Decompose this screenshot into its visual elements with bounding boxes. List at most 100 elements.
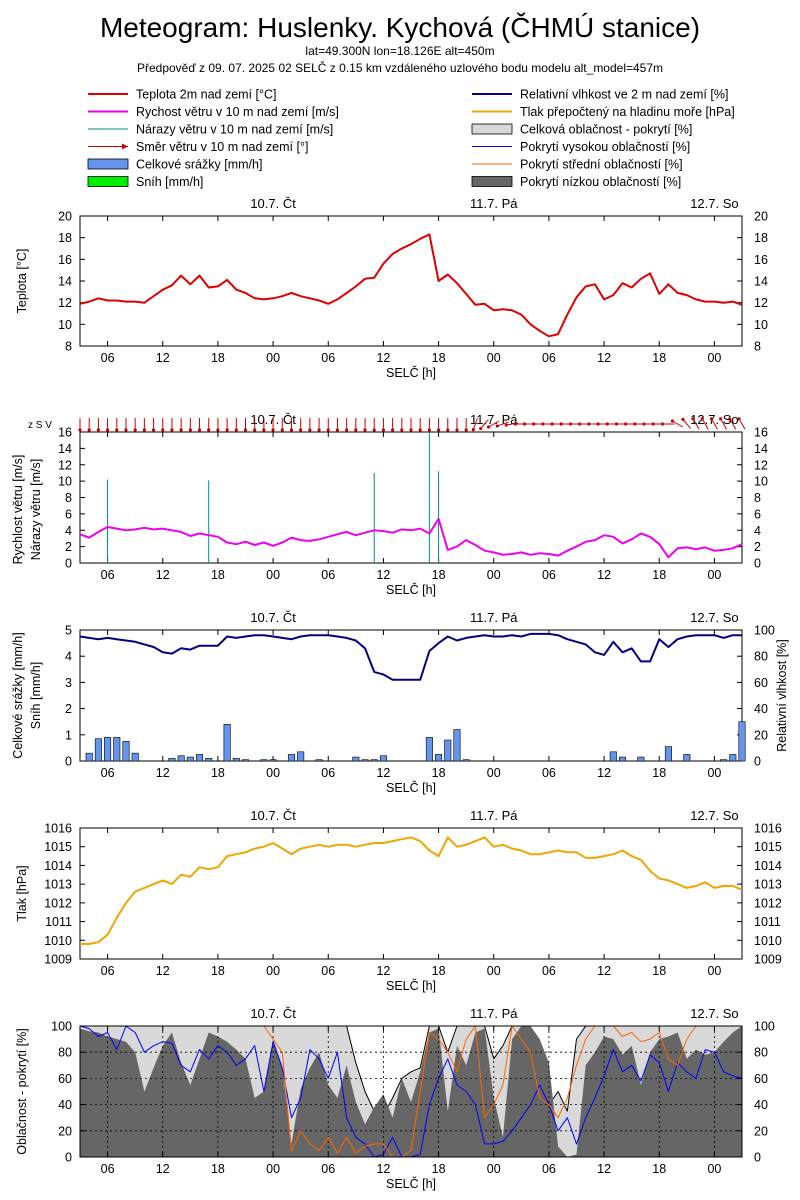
wind-dir-arrowhead-24: [299, 428, 303, 432]
panel-3-xtick-label-0: 06: [101, 964, 115, 978]
humidity-line: [79, 632, 742, 681]
panel-3-xtick-label-9: 12: [597, 964, 611, 978]
panel-0-day-0: 10.7. Čt: [250, 196, 296, 211]
legend-left-1-label: Rychost větru v 10 m nad zemí [m/s]: [136, 105, 339, 119]
wind-dir-arrowhead-58: [605, 422, 609, 426]
forecast-line: Předpověď z 09. 07. 2025 02 SELČ z 0.15 …: [136, 61, 664, 75]
panel-4-ytick-r-label-5: 100: [754, 1020, 775, 1034]
legend-right-0-label: Relativní vlhkost ve 2 m nad zemí [%]: [520, 88, 728, 102]
wind-dir-arrowhead-28: [335, 428, 340, 432]
panel-2-xtick-label-5: 12: [376, 766, 390, 780]
wind-dir-arrow-67: [692, 418, 700, 430]
panel-1-xlabel: SELČ [h]: [386, 582, 436, 597]
panel-0-xlabel: SELČ [h]: [386, 365, 436, 380]
wind-dir-arrowhead-62: [642, 422, 646, 426]
panel-0-ytick-label-1: 10: [58, 318, 72, 332]
panel-0-xtick-label-8: 06: [542, 351, 556, 365]
panel-0-ytick-r-label-6: 20: [754, 210, 768, 224]
panel-4-xtick-label-6: 18: [432, 1162, 446, 1176]
panel-4-day-0: 10.7. Čt: [250, 1006, 296, 1021]
panel-3-day-1: 11.7. Pá: [470, 808, 518, 823]
precip-bar-34: [729, 754, 737, 762]
panel-3-ylabel: Tlak [hPa]: [15, 865, 29, 921]
panel-4-xtick-label-7: 00: [487, 1162, 501, 1176]
panel-3-xtick-label-8: 06: [542, 964, 556, 978]
wind-dir-arrowhead-14: [207, 428, 211, 432]
panel-1-ytick-label-3: 6: [65, 507, 72, 521]
panel-1-xtick-label-2: 18: [211, 568, 225, 582]
wind-dir-arrowhead-59: [614, 422, 619, 426]
panel-2-xtick-label-0: 06: [101, 766, 115, 780]
precip-bar-29: [618, 756, 626, 762]
panel-3-xtick-label-1: 12: [156, 964, 170, 978]
legend-right-4-label: Pokrytí střední oblačností [%]: [520, 158, 683, 172]
panel-1-ytick-r-label-5: 10: [754, 475, 768, 489]
legend-left-4-label: Celkové srážky [mm/h]: [136, 158, 262, 172]
panel-2-ytick-r-label-3: 60: [754, 676, 768, 690]
wind-dir-arrowhead-56: [587, 422, 591, 426]
panel-4-ytick-r-label-2: 40: [754, 1098, 768, 1112]
precip-bar-14: [260, 759, 268, 762]
wind-dir-arrowhead-37: [418, 428, 422, 432]
panel-1-xtick-label-8: 06: [542, 568, 556, 582]
panel-3-day-0: 10.7. Čt: [250, 808, 296, 823]
precip-bar-23: [425, 737, 433, 762]
panel-1-ytick-r-label-1: 2: [754, 540, 761, 554]
wind-dir-arrowhead-55: [578, 422, 582, 426]
panel-0-xtick-label-5: 12: [376, 351, 390, 365]
panel-2-xtick-label-4: 06: [321, 766, 335, 780]
wind-dir-arrowhead-15: [216, 428, 220, 432]
precip-bar-18: [315, 759, 323, 762]
panel-0-xtick-label-7: 00: [487, 351, 501, 365]
legend-left-5-label: Sníh [mm/h]: [136, 175, 203, 189]
precip-bar-31: [664, 746, 672, 762]
panel-3-xtick-label-10: 18: [652, 964, 666, 978]
panel-0-day-1: 11.7. Pá: [470, 196, 518, 211]
precip-bar-2: [104, 737, 112, 762]
wind-dir-arrowhead-34: [391, 428, 395, 432]
wind-dir-arrow-45: [488, 420, 500, 428]
precip-bar-3: [113, 737, 121, 762]
panel-3-ytick-label-7: 1016: [44, 822, 72, 836]
panel-0-day-2: 12.7. So: [690, 196, 738, 211]
panel-3-ytick-label-2: 1011: [45, 915, 72, 929]
wind-dir-arrow-46: [497, 421, 509, 427]
panel-2-xtick-label-6: 18: [432, 766, 446, 780]
precip-bar-35: [738, 721, 746, 762]
wind-dir-arrowhead-36: [409, 428, 413, 432]
panel-2-frame: [79, 629, 743, 762]
panel-2-ytick-r-label-1: 20: [754, 728, 768, 742]
wind-dir-arrow-44: [480, 419, 489, 429]
panel-4-xtick-label-1: 12: [156, 1162, 170, 1176]
panel-2-xtick-label-11: 00: [707, 766, 721, 780]
wind-dir-arrowhead-61: [633, 422, 637, 426]
panel-0-ytick-label-4: 16: [58, 253, 72, 267]
panel-1-ytick-label-7: 14: [58, 442, 72, 456]
precip-bar-24: [435, 754, 443, 762]
wind-dir-arrowhead-17: [234, 428, 238, 432]
wind-dir-arrowhead-30: [354, 428, 358, 432]
wind-dir-arrowhead-7: [142, 428, 146, 432]
panel-0-xtick-label-11: 00: [707, 351, 721, 365]
panel-3-day-2: 12.7. So: [690, 808, 738, 823]
wind-dir-arrow-68: [701, 418, 709, 430]
panel-3-ytick-r-label-6: 1015: [754, 840, 782, 854]
legend-left-3-arrowhead: [122, 143, 128, 150]
precip-bar-15: [269, 759, 277, 762]
wind-dir-arrowhead-39: [436, 428, 441, 432]
panel-4-ytick-label-5: 100: [51, 1020, 72, 1034]
legend-left-5-swatch: [87, 176, 129, 187]
wind-dir-arrowhead-22: [280, 428, 284, 432]
panel-0-xtick-label-4: 06: [321, 351, 335, 365]
wind-dir-arrowhead-49: [522, 422, 527, 426]
wind-dir-arrow-70: [720, 418, 728, 430]
wind-dir-arrow-65: [672, 420, 684, 428]
panel-1-ytick-label-4: 8: [65, 491, 72, 505]
legend-right-5-label: Pokrytí nízkou oblačností [%]: [520, 175, 681, 189]
wind-dir-arrowhead-18: [243, 428, 248, 432]
panel-0-ytick-label-2: 12: [58, 296, 72, 310]
wind-dir-arrowhead-71: [728, 417, 732, 421]
legend-left-3-label: Směr větru v 10 m nad zemí [°]: [136, 140, 308, 154]
wind-dir-arrow-71: [729, 418, 737, 430]
precip-bar-0: [85, 752, 93, 762]
